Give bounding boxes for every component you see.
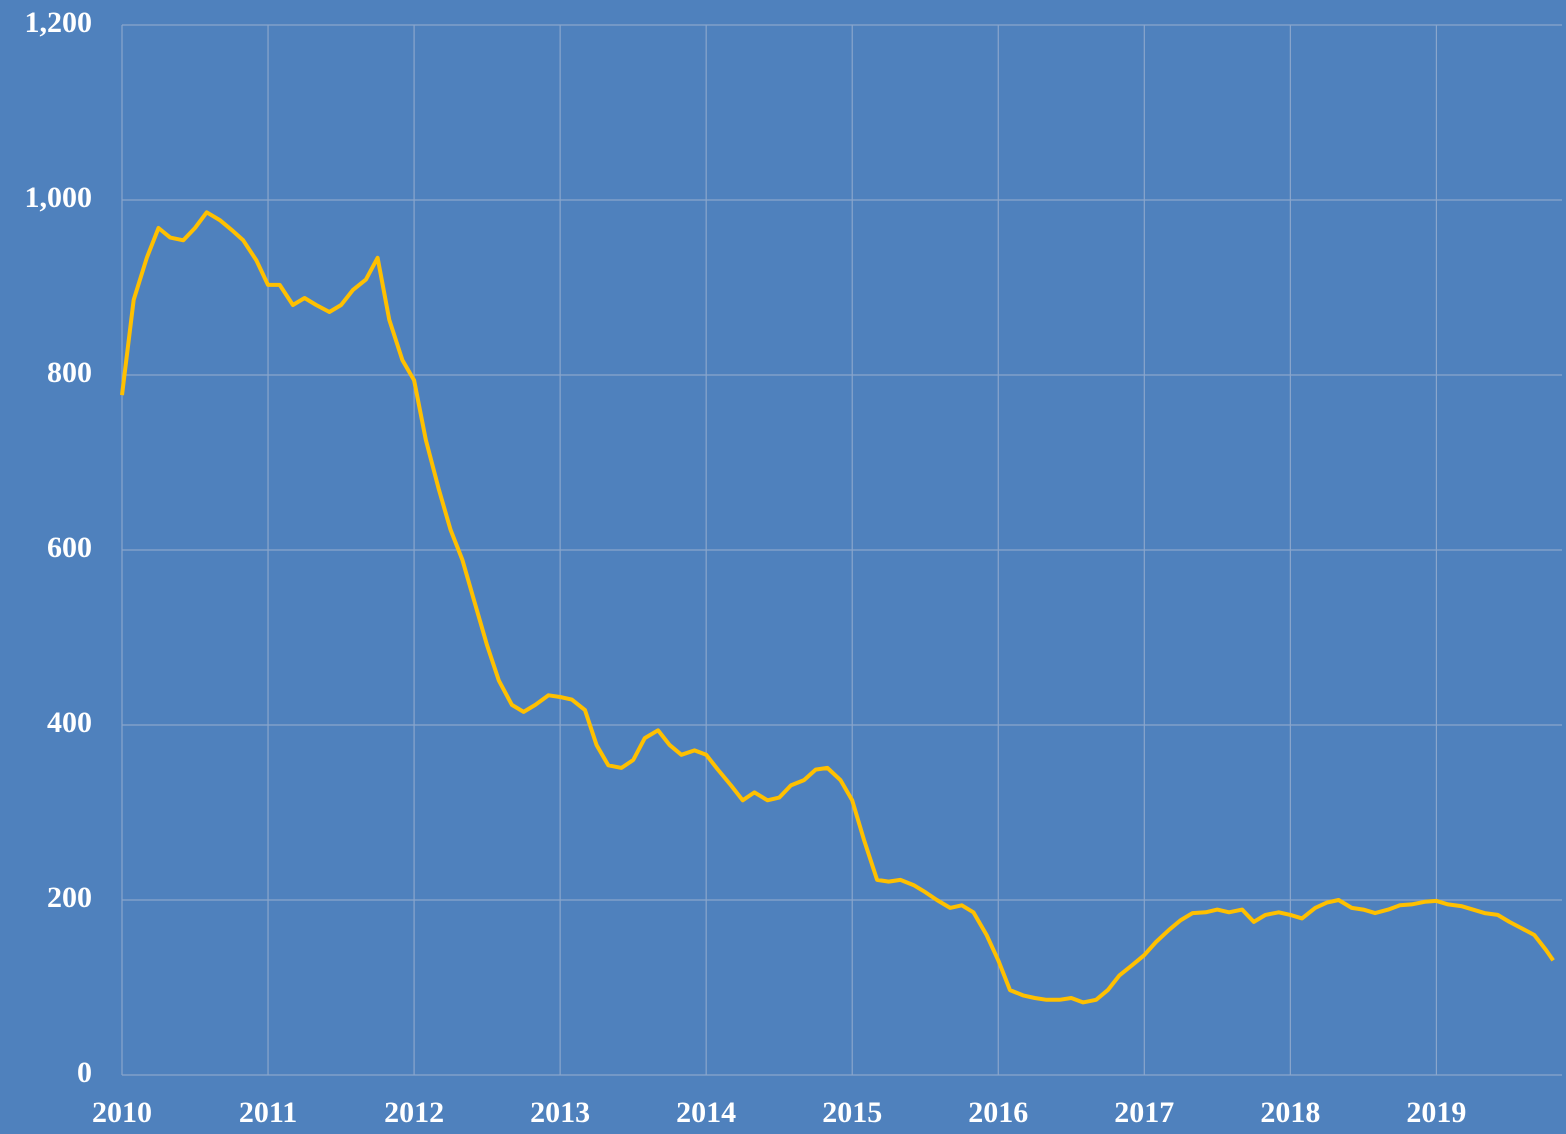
y-tick-label: 0	[77, 1056, 92, 1089]
line	[120, 210, 1555, 1005]
y-tick-label: 600	[47, 531, 92, 564]
x-tick-label: 2011	[239, 1096, 297, 1129]
y-tick-label: 800	[47, 356, 92, 389]
y-tick-label: 1,000	[25, 181, 93, 214]
x-tick-label: 2017	[1114, 1096, 1174, 1129]
y-tick-label: 400	[47, 706, 92, 739]
x-tick-label: 2018	[1260, 1096, 1320, 1129]
y-tick-label: 1,200	[25, 6, 93, 39]
x-tick-label: 2016	[968, 1096, 1028, 1129]
x-tick-label: 2013	[530, 1096, 590, 1129]
x-tick-label: 2010	[92, 1096, 152, 1129]
y-tick-label: 200	[47, 881, 92, 914]
x-tick-label: 2012	[384, 1096, 444, 1129]
x-tick-label: 2015	[822, 1096, 882, 1129]
x-tick-label: 2019	[1406, 1096, 1466, 1129]
x-tick-label: 2014	[676, 1096, 736, 1129]
